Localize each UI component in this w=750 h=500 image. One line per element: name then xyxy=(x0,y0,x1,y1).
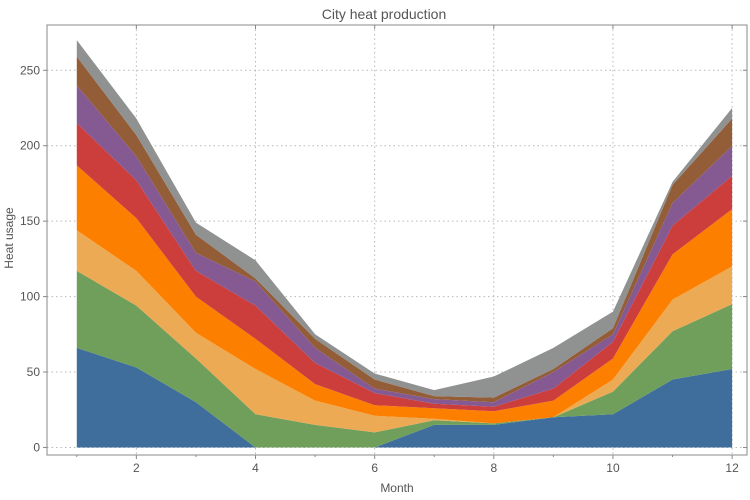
y-tick-label-150: 150 xyxy=(20,214,40,228)
y-tick-label-100: 100 xyxy=(20,290,40,304)
x-tick-label-6: 6 xyxy=(371,461,378,475)
series-area-4 xyxy=(76,165,733,424)
series-area-2 xyxy=(76,270,733,448)
series-area-3 xyxy=(76,230,733,433)
y-tick-label-50: 50 xyxy=(27,365,41,379)
y-tick-label-200: 200 xyxy=(20,139,40,153)
x-tick-label-10: 10 xyxy=(606,461,620,475)
series-area-1 xyxy=(76,347,733,448)
y-tick-label-250: 250 xyxy=(20,63,40,77)
x-axis-label: Month xyxy=(380,481,413,495)
x-tick-label-4: 4 xyxy=(252,461,259,475)
x-tick-label-12: 12 xyxy=(725,461,739,475)
series-areas xyxy=(76,40,733,448)
x-tick-label-2: 2 xyxy=(133,461,140,475)
y-tick-label-0: 0 xyxy=(33,440,40,454)
y-axis-label: Heat usage xyxy=(2,207,16,269)
y-axis: 0 50 100 150 200 250 xyxy=(20,63,747,454)
chart-title: City heat production xyxy=(322,6,447,22)
x-tick-label-8: 8 xyxy=(490,461,497,475)
x-axis: 2 4 6 8 10 12 xyxy=(76,25,739,475)
plot-frame xyxy=(46,24,748,456)
